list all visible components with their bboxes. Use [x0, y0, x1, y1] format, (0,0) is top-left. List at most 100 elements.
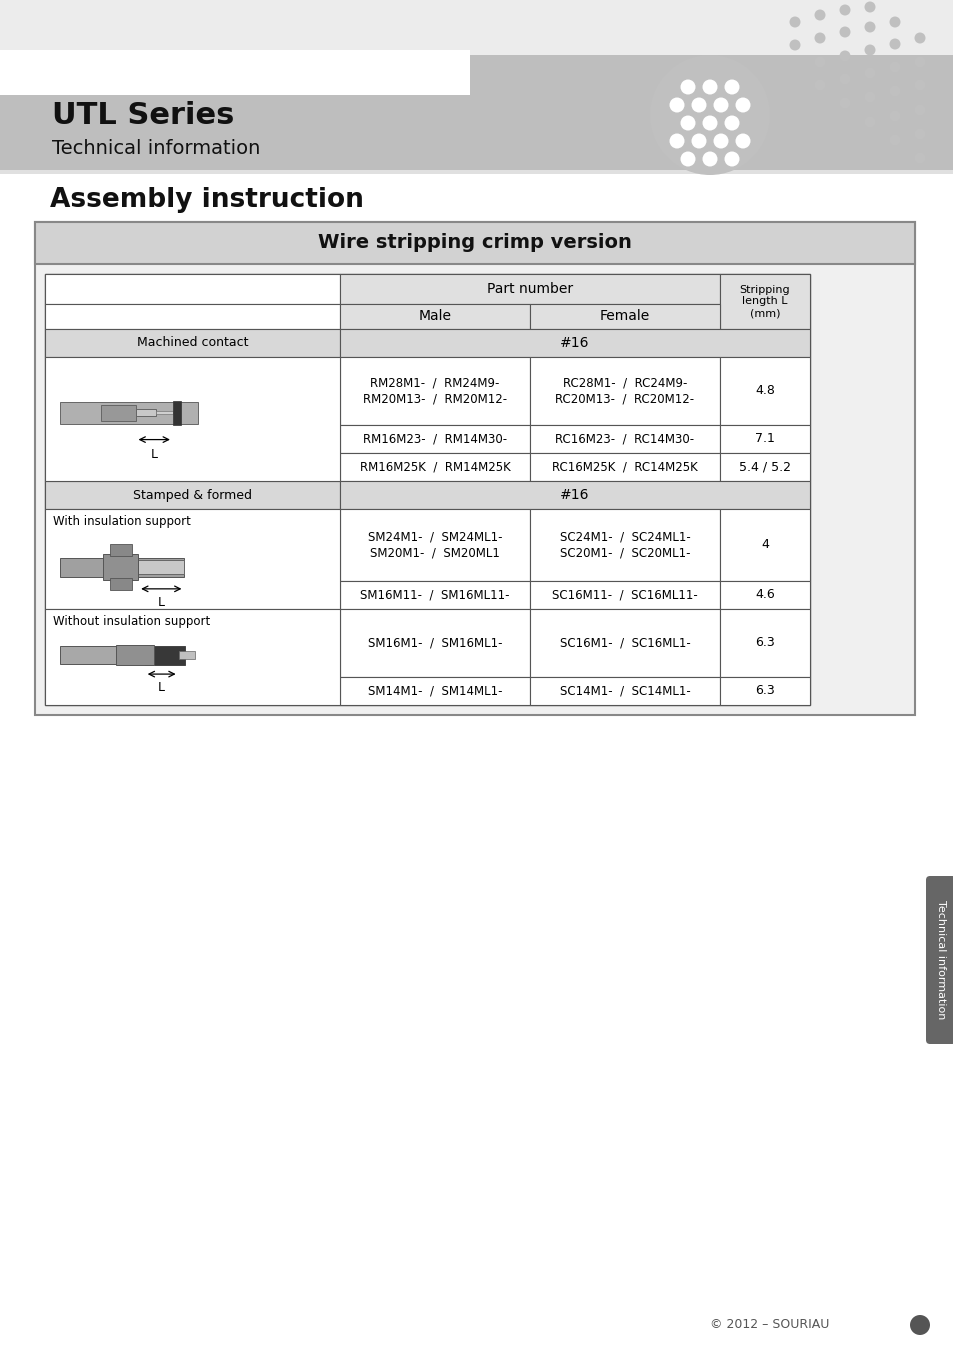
Bar	[45, 304, 339, 330]
Circle shape	[691, 134, 706, 149]
Circle shape	[863, 68, 875, 78]
Text: 6.3: 6.3	[755, 685, 774, 697]
Text: 4: 4	[760, 539, 768, 551]
Text: 6.3: 6.3	[755, 636, 774, 650]
Text: SC24M1-  /  SC24ML1-
SC20M1-  /  SC20ML1-: SC24M1- / SC24ML1- SC20M1- / SC20ML1-	[559, 531, 690, 559]
Text: Male: Male	[418, 309, 451, 323]
Circle shape	[691, 97, 706, 112]
Bar	[339, 509, 530, 581]
Bar	[110, 544, 132, 555]
Bar	[720, 357, 809, 426]
Bar	[339, 357, 530, 426]
Bar	[156, 411, 172, 415]
Circle shape	[888, 16, 900, 27]
Text: 4.8: 4.8	[754, 385, 774, 397]
Circle shape	[839, 27, 850, 38]
Circle shape	[669, 134, 684, 149]
Text: Stripping
length L
(mm): Stripping length L (mm)	[739, 285, 789, 317]
Text: RC16M23-  /  RC14M30-: RC16M23- / RC14M30-	[555, 432, 694, 446]
Text: SM16M1-  /  SM16ML1-: SM16M1- / SM16ML1-	[367, 636, 501, 650]
Circle shape	[735, 134, 750, 149]
Circle shape	[669, 97, 684, 112]
Circle shape	[735, 97, 750, 112]
Text: Technical information: Technical information	[52, 139, 260, 158]
Bar	[339, 677, 530, 705]
Circle shape	[839, 4, 850, 15]
Bar	[530, 453, 720, 481]
Bar	[339, 481, 809, 509]
Text: SC16M1-  /  SC16ML1-: SC16M1- / SC16ML1-	[559, 636, 690, 650]
Text: Without insulation support: Without insulation support	[53, 615, 210, 627]
Text: SM24M1-  /  SM24ML1-
SM20M1-  /  SM20ML1: SM24M1- / SM24ML1- SM20M1- / SM20ML1	[367, 531, 501, 559]
Bar	[0, 170, 953, 174]
Circle shape	[789, 39, 800, 50]
Bar	[35, 222, 914, 715]
Text: With insulation support: With insulation support	[53, 515, 191, 527]
Bar	[45, 330, 339, 357]
Bar	[110, 578, 132, 590]
Bar	[339, 453, 530, 481]
Bar	[0, 0, 953, 170]
Circle shape	[863, 116, 875, 127]
Bar	[45, 481, 339, 509]
Text: #16: #16	[559, 336, 589, 350]
Circle shape	[814, 57, 824, 68]
Circle shape	[863, 22, 875, 32]
Text: L: L	[151, 447, 157, 461]
Circle shape	[863, 92, 875, 103]
Circle shape	[839, 97, 850, 108]
Bar	[145, 646, 185, 665]
Bar	[720, 509, 809, 581]
Circle shape	[701, 80, 717, 95]
Circle shape	[914, 128, 924, 139]
Bar	[45, 357, 339, 481]
Circle shape	[914, 153, 924, 163]
Circle shape	[713, 97, 728, 112]
Circle shape	[839, 50, 850, 62]
Text: 5.4 / 5.2: 5.4 / 5.2	[739, 461, 790, 473]
Circle shape	[888, 111, 900, 122]
Bar	[339, 330, 809, 357]
Text: Stamped & formed: Stamped & formed	[132, 489, 252, 501]
Circle shape	[914, 32, 924, 43]
Text: L: L	[157, 596, 165, 609]
Bar	[530, 509, 720, 581]
Bar	[720, 677, 809, 705]
Circle shape	[814, 80, 824, 91]
Circle shape	[909, 1315, 929, 1335]
Bar	[339, 274, 720, 304]
Circle shape	[679, 151, 695, 166]
Text: Assembly instruction: Assembly instruction	[50, 186, 363, 213]
Bar	[720, 581, 809, 609]
Text: 4.6: 4.6	[755, 589, 774, 601]
Bar	[720, 274, 809, 330]
Bar	[720, 609, 809, 677]
Bar	[720, 426, 809, 453]
Bar	[530, 357, 720, 426]
Text: RM16M25K  /  RM14M25K: RM16M25K / RM14M25K	[359, 461, 510, 473]
Circle shape	[679, 115, 695, 131]
Circle shape	[723, 151, 739, 166]
Circle shape	[789, 16, 800, 27]
Bar	[101, 405, 135, 420]
Text: SC14M1-  /  SC14ML1-: SC14M1- / SC14ML1-	[559, 685, 690, 697]
Circle shape	[888, 135, 900, 146]
Text: RC28M1-  /  RC24M9-
RC20M13-  /  RC20M12-: RC28M1- / RC24M9- RC20M13- / RC20M12-	[555, 377, 694, 405]
Circle shape	[839, 73, 850, 85]
Bar	[60, 646, 148, 663]
Circle shape	[888, 85, 900, 96]
Circle shape	[713, 134, 728, 149]
Circle shape	[914, 104, 924, 115]
Bar	[530, 609, 720, 677]
Circle shape	[723, 115, 739, 131]
Bar	[530, 426, 720, 453]
Circle shape	[679, 80, 695, 95]
Circle shape	[888, 62, 900, 73]
Bar	[103, 554, 138, 581]
Bar	[530, 304, 720, 330]
Bar	[720, 453, 809, 481]
Bar	[45, 274, 809, 705]
Text: Technical information: Technical information	[935, 900, 945, 1020]
Text: SM14M1-  /  SM14ML1-: SM14M1- / SM14ML1-	[367, 685, 501, 697]
Text: Wire stripping crimp version: Wire stripping crimp version	[317, 234, 631, 253]
